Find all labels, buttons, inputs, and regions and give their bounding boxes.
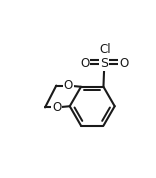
Text: O: O (119, 57, 128, 70)
Text: O: O (80, 57, 89, 70)
Text: S: S (100, 57, 108, 70)
Text: Cl: Cl (100, 43, 111, 56)
Text: O: O (52, 101, 61, 114)
Text: O: O (63, 79, 73, 92)
